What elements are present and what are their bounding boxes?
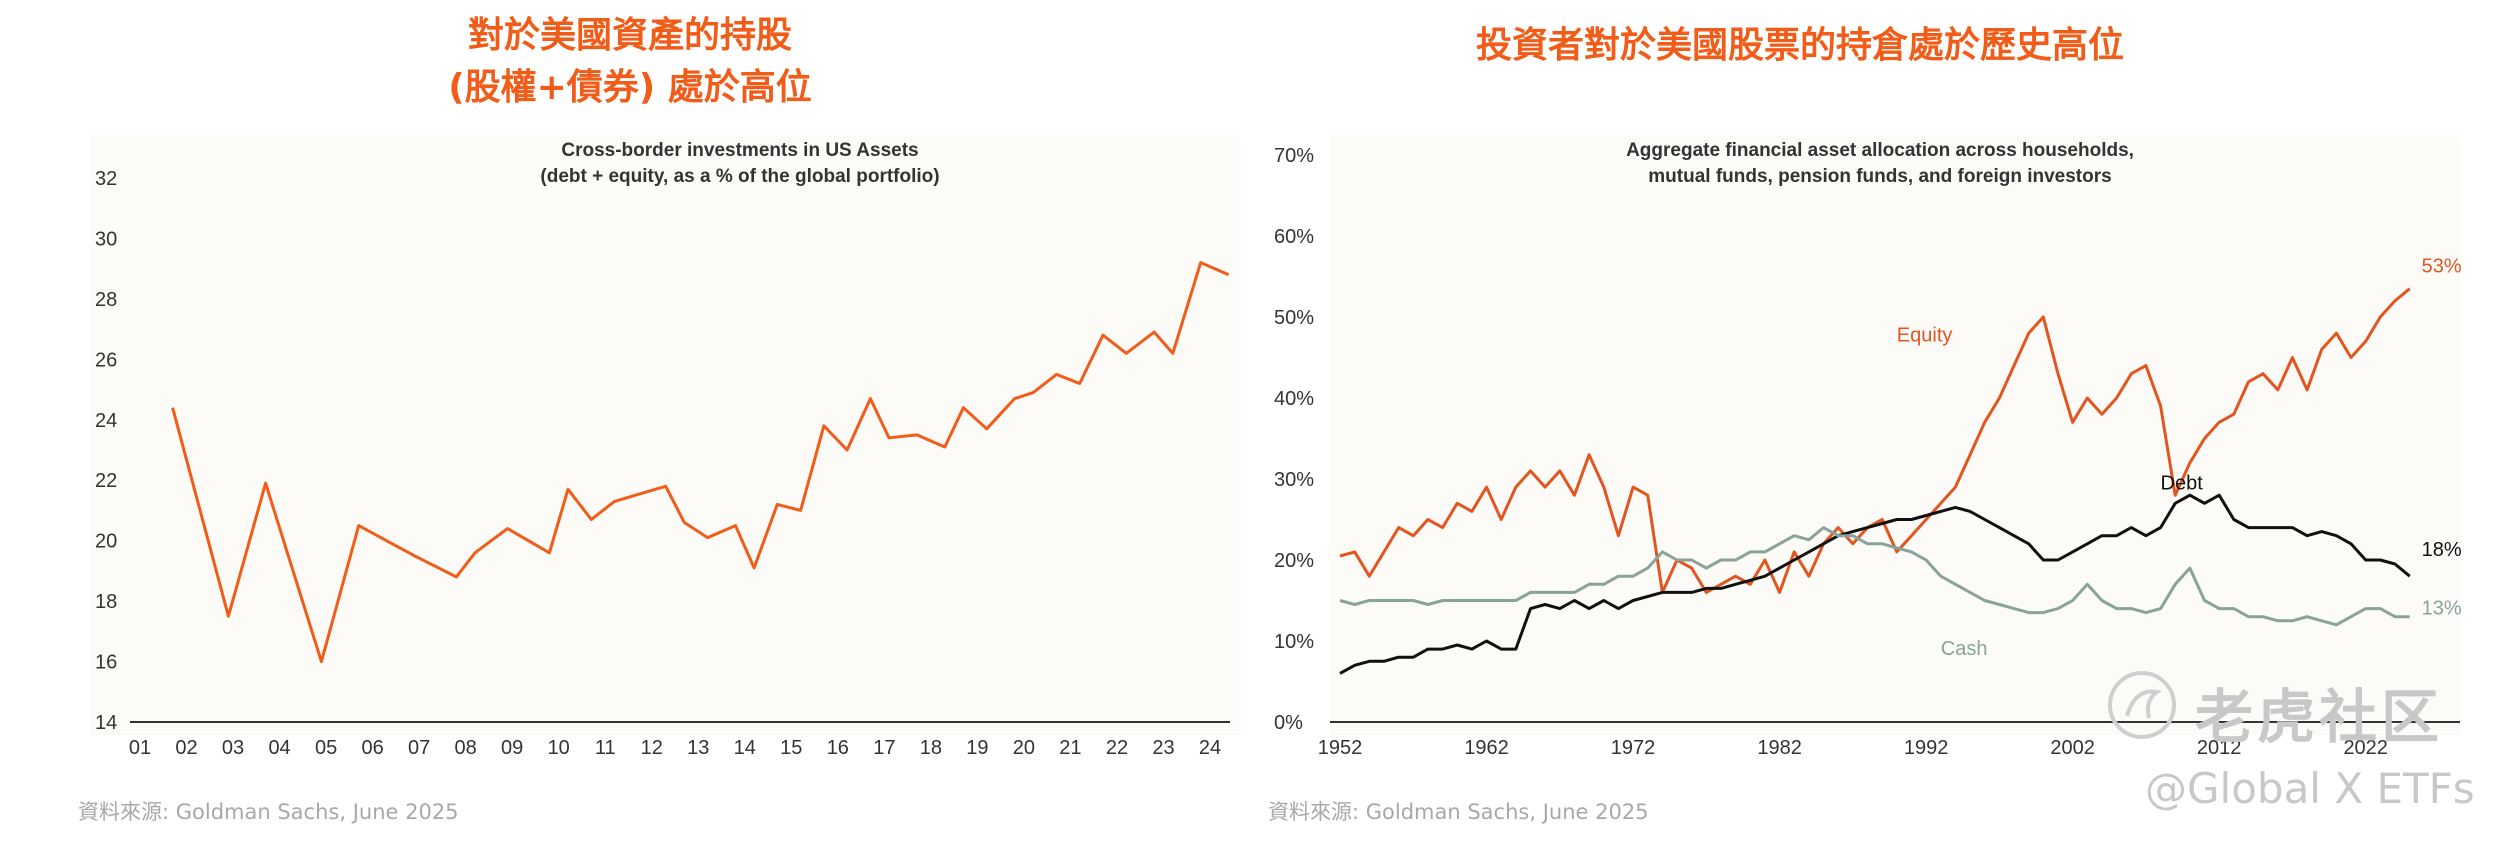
right-series-debt-line — [1339, 493, 2411, 675]
left-headline: 對於美國資產的持股 (股權+債券) 處於高位 — [420, 10, 840, 114]
left-x-tick-label: 22 — [1106, 737, 1128, 759]
left-x-tick-label: 17 — [873, 737, 895, 759]
left-x-tick-label: 23 — [1152, 737, 1174, 759]
left-x-tick-label: 01 — [129, 737, 151, 759]
right-x-tick-label: 2002 — [2050, 737, 2095, 759]
left-x-tick-label: 05 — [315, 737, 337, 759]
left-x-tick-label: 02 — [175, 737, 197, 759]
watermark-brand: 老虎社区 — [2195, 683, 2444, 751]
right-series-debt-end-label: 18% — [2422, 539, 2462, 561]
left-y-tick-label: 24 — [95, 410, 117, 432]
right-series-equity-end-label: 53% — [2422, 256, 2462, 278]
right-source-note: 資料來源: Goldman Sachs, June 2025 — [1268, 800, 1649, 824]
right-y-tick-label: 10% — [1274, 631, 1314, 653]
left-x-tick-label: 03 — [222, 737, 244, 759]
right-y-tick-label: 70% — [1274, 145, 1314, 167]
left-y-tick-label: 16 — [95, 652, 117, 674]
left-headline-line2: (股權+債券) 處於高位 — [448, 67, 812, 108]
right-series-cash-label: Cash — [1941, 638, 1988, 660]
right-y-tick-label: 30% — [1274, 469, 1314, 491]
right-x-tick-label: 1992 — [1904, 737, 1949, 759]
right-y-tick-label: 20% — [1274, 550, 1314, 572]
left-y-tick-label: 14 — [95, 712, 117, 734]
right-y-tick-label: 50% — [1274, 307, 1314, 329]
left-x-tick-label: 07 — [408, 737, 430, 759]
left-x-tick-label: 21 — [1059, 737, 1081, 759]
right-y-tick-label: 60% — [1274, 226, 1314, 248]
left-x-tick-label: 11 — [595, 737, 616, 759]
left-chart-subtitle: (debt + equity, as a % of the global por… — [540, 166, 940, 187]
left-line-chart: 14 16 18 20 22 24 26 28 30 32 01 02 03 04 05 06 07 08 09 10… — [95, 168, 1230, 759]
right-x-tick-label: 2022 — [2343, 737, 2388, 759]
left-y-tick-label: 18 — [95, 591, 117, 613]
left-chart-title: Cross-border investments in US Assets — [561, 140, 919, 161]
right-chart-subtitle: mutual funds, pension funds, and foreign… — [1648, 166, 2112, 187]
right-headline: 投資者對於美國股票的持倉處於歷史高位 — [1475, 25, 2124, 66]
right-series-equity-label: Equity — [1897, 324, 1953, 346]
left-y-tick-label: 26 — [95, 349, 117, 371]
tiger-logo-icon — [2108, 671, 2176, 739]
left-headline-line1: 對於美國資產的持股 — [467, 15, 792, 56]
left-x-tick-label: 19 — [966, 737, 988, 759]
left-x-tick-label: 09 — [501, 737, 523, 759]
left-series-line — [171, 261, 1230, 664]
right-y-tick-label: 0% — [1274, 712, 1303, 734]
right-series-equity-line — [1339, 287, 2411, 594]
left-y-tick-label: 30 — [95, 228, 117, 250]
right-x-tick-label: 1982 — [1757, 737, 1802, 759]
left-y-tick-label: 20 — [95, 531, 117, 553]
right-chart-title: Aggregate financial asset allocation acr… — [1626, 140, 2134, 161]
left-x-tick-label: 18 — [920, 737, 942, 759]
left-y-tick-label: 28 — [95, 289, 117, 311]
left-x-tick-label: 14 — [734, 737, 756, 759]
left-x-tick-label: 10 — [548, 737, 570, 759]
left-x-tick-label: 15 — [780, 737, 802, 759]
left-y-tick-label: 32 — [95, 168, 117, 190]
left-plot-background — [90, 135, 1240, 735]
left-x-tick-label: 16 — [827, 737, 849, 759]
left-x-tick-label: 06 — [361, 737, 383, 759]
right-line-chart: 0% 10% 20% 30% 40% 50% 60% 70% 1952 1962 1972 1982 1… — [1274, 145, 2462, 759]
right-x-tick-label: 1962 — [1464, 737, 1509, 759]
left-x-tick-label: 12 — [641, 737, 663, 759]
right-plot-background — [1330, 135, 2460, 735]
left-x-tick-label: 13 — [687, 737, 709, 759]
left-x-tick-label: 04 — [268, 737, 290, 759]
right-series-cash-end-label: 13% — [2422, 598, 2462, 620]
watermark-handle: @Global X ETFs — [2145, 764, 2475, 813]
right-x-tick-label: 1952 — [1318, 737, 1363, 759]
right-y-tick-label: 40% — [1274, 388, 1314, 410]
right-x-tick-label: 2012 — [2197, 737, 2242, 759]
left-chart-title-block: Cross-border investments in US Assets (d… — [320, 138, 1160, 190]
right-series-cash-line — [1339, 526, 2410, 627]
left-x-tick-label: 24 — [1199, 737, 1221, 759]
left-source-note: 資料來源: Goldman Sachs, June 2025 — [78, 800, 459, 824]
left-y-tick-label: 22 — [95, 470, 117, 492]
right-series-debt-label: Debt — [2161, 473, 2204, 495]
left-x-tick-label: 20 — [1013, 737, 1035, 759]
left-x-tick-label: 08 — [455, 737, 477, 759]
right-chart-title-block: Aggregate financial asset allocation acr… — [1500, 138, 2260, 190]
right-x-tick-label: 1972 — [1611, 737, 1656, 759]
